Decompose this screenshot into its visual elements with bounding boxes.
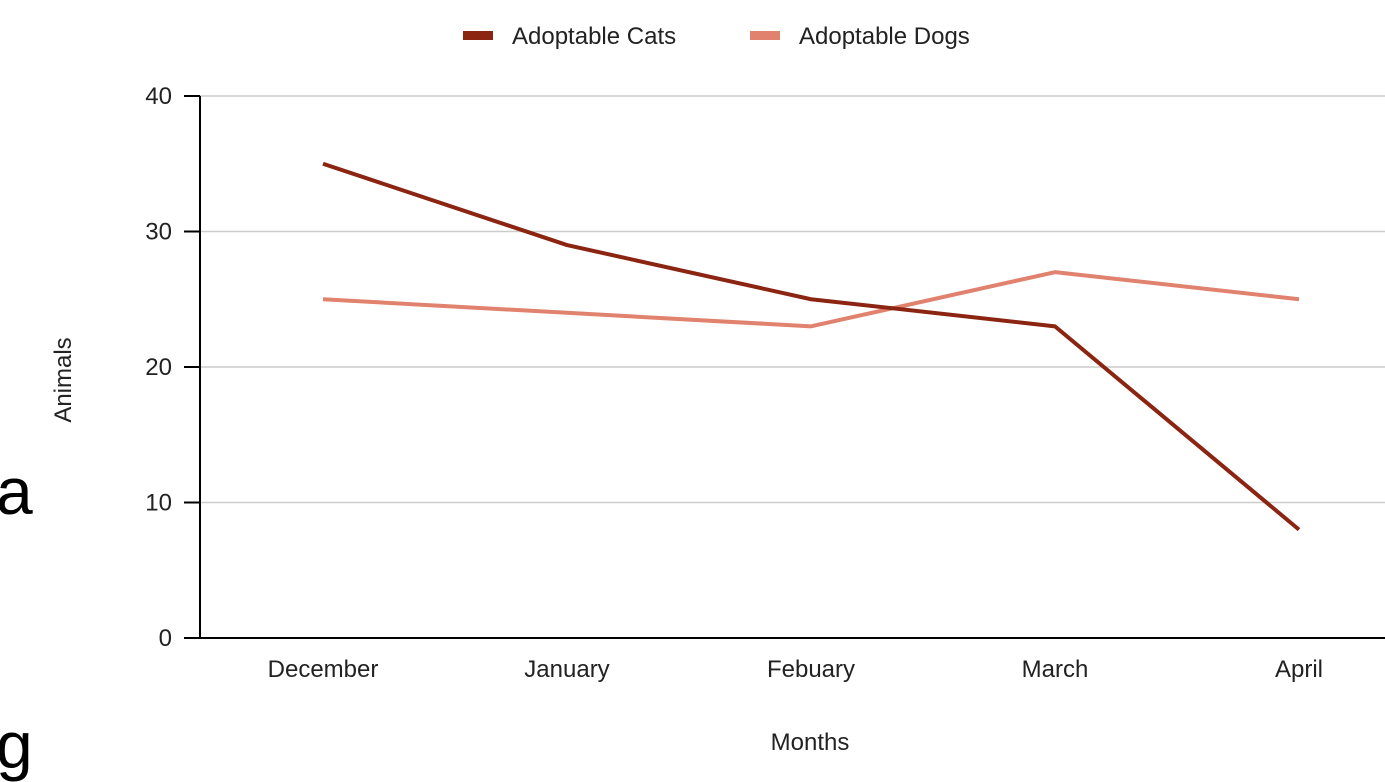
y-tick-label: 10 xyxy=(145,490,172,517)
y-tick-label: 30 xyxy=(145,219,172,246)
legend-swatch xyxy=(463,31,493,40)
legend-swatch xyxy=(750,31,780,40)
x-tick-label: March xyxy=(1022,656,1089,683)
line-chart: Adoptable Cats Adoptable Dogs 0 10 20 30 40 D… xyxy=(50,23,1385,756)
x-axis-title: Months xyxy=(771,729,850,756)
cropped-text-fragment-a: a xyxy=(0,454,33,528)
series-line-adoptable-cats xyxy=(322,161,1301,532)
y-tick-label: 0 xyxy=(159,625,172,652)
gridlines xyxy=(200,95,1385,504)
y-tick-label: 40 xyxy=(145,83,172,110)
axes xyxy=(199,96,1385,639)
legend: Adoptable Cats Adoptable Dogs xyxy=(463,23,970,50)
legend-label: Adoptable Cats xyxy=(512,23,676,50)
y-tick-label: 20 xyxy=(145,354,172,381)
x-axis-ticks: December January Febuary March April xyxy=(268,656,1323,683)
x-tick-label: December xyxy=(268,656,379,683)
x-tick-label: January xyxy=(524,656,609,683)
series-line-adoptable-dogs xyxy=(322,270,1300,329)
y-axis-title: Animals xyxy=(50,337,77,422)
legend-label: Adoptable Dogs xyxy=(799,23,970,50)
series-lines xyxy=(322,161,1301,532)
x-tick-label: April xyxy=(1275,656,1323,683)
y-axis-ticks: 0 10 20 30 40 xyxy=(145,83,200,652)
x-tick-label: Febuary xyxy=(767,656,855,683)
